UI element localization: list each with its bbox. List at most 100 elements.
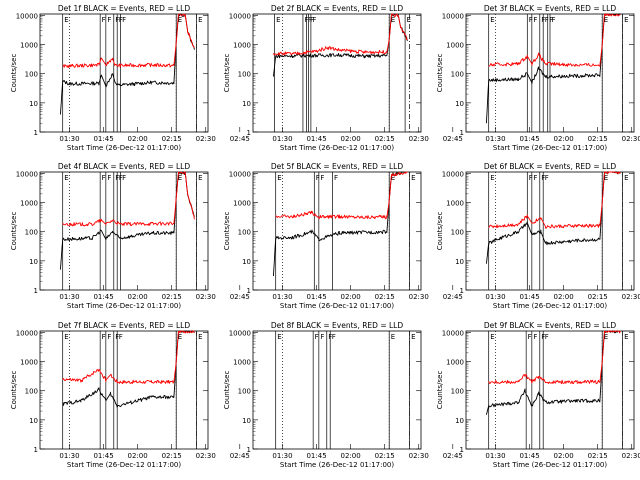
x-tick-label: 02:15 [162,452,182,460]
flag-label: F [533,333,537,341]
flag-label: E [178,333,182,341]
lld-series-line [488,171,621,229]
x-tick-label: 01:30 [272,135,292,143]
y-tick-label: 10000 [442,170,464,178]
panel-det-7: Det 7f BLACK = Events, RED = LLD11010010… [10,321,250,469]
flag-label: E [490,16,494,24]
flag-label: E [411,333,415,341]
flag-label: F [316,174,320,182]
x-tick-label: 01:30 [59,135,79,143]
flag-label: F [308,16,312,24]
flag-label: E [490,333,494,341]
flag-label: F [320,174,324,182]
flag-label: F [533,174,537,182]
x-tick-label: 01:45 [306,135,326,143]
flag-label: F [107,333,111,341]
flag-label: E [64,16,68,24]
x-tick-label: 02:00 [554,135,574,143]
x-tick-label: 01:45 [93,452,113,460]
y-tick-label: 1000 [446,42,464,50]
flag-label: F [102,333,106,341]
flag-label: E [490,174,494,182]
y-tick-label: 10000 [16,170,38,178]
plot-frame [465,171,635,291]
plot-frame [39,330,209,450]
x-tick-label: 02:15 [588,135,608,143]
x-tick-label: 02:00 [128,452,148,460]
flag-label: E [604,174,608,182]
y-tick-label: 10 [455,100,464,108]
x-tick-label: 02:30 [622,293,640,301]
y-tick-label: 10 [29,417,38,425]
x-tick-label: 01:45 [306,293,326,301]
panel-title: Det 1f BLACK = Events, RED = LLD [58,4,191,13]
x-tick-label: 01:30 [485,452,505,460]
x-tick-label: 02:45 [230,135,250,143]
plot-frame [252,330,422,450]
x-tick-label: 02:30 [196,452,216,460]
y-axis-label: Counts/sec [223,212,231,251]
panel-title: Det 9f BLACK = Events, RED = LLD [484,321,617,330]
panel-det-3: Det 3f BLACK = Events, RED = LLD 1 10 100 10… [436,4,640,152]
events-series-line [59,13,195,115]
x-tick-label: 01:30 [59,293,79,301]
flag-label: E [277,174,281,182]
plot-frame [39,13,209,133]
flag-label: E [198,16,202,24]
x-tick-label: 02:45 [443,293,463,301]
x-tick-label: 02:15 [162,135,182,143]
y-tick-label: 10 [455,417,464,425]
y-axis-label: Counts/sec [436,54,444,93]
x-tick-label: 02:45 [443,135,463,143]
x-tick-label: 02:15 [588,293,608,301]
x-axis-label: Start Time (26-Dec-12 01:17:00) [493,302,607,310]
flag-label: F [102,16,106,24]
x-axis-label: Start Time (26-Dec-12 01:17:00) [280,302,394,310]
x-tick-label: 02:15 [375,293,395,301]
x-axis-label: Start Time (26-Dec-12 01:17:00) [493,461,607,469]
y-tick-label: 1000 [446,200,464,208]
y-tick-label: 1 [247,129,251,137]
flag-label: E [276,16,280,24]
lld-series-line [272,13,408,56]
x-tick-label: 01:45 [93,135,113,143]
y-tick-label: 1 [460,287,464,295]
x-tick-label: 01:45 [519,452,539,460]
flag-label: E [604,333,608,341]
x-tick-label: 02:45 [443,452,463,460]
x-tick-label: 02:30 [409,293,429,301]
y-tick-label: 1000 [20,359,38,367]
x-tick-label: 01:30 [485,135,505,143]
x-tick-label: 01:30 [272,452,292,460]
flag-label: F [545,333,549,341]
x-tick-label: 02:15 [375,135,395,143]
panel-det-8: Det 8f BLACK = Events, RED = LLD11010010… [223,321,463,469]
events-series-line [272,13,408,77]
x-tick-label: 01:30 [59,452,79,460]
x-tick-label: 02:30 [409,452,429,460]
lld-series-line [275,171,408,220]
y-tick-label: 1 [460,446,464,454]
flag-label: E [178,174,182,182]
events-series-line [485,330,621,415]
flag-label: F [320,333,324,341]
flag-label: E [391,174,395,182]
y-axis-label: Counts/sec [223,371,231,410]
x-axis-label: Start Time (26-Dec-12 01:17:00) [280,144,394,152]
x-tick-label: 02:45 [230,293,250,301]
x-axis-label: Start Time (26-Dec-12 01:17:00) [67,461,181,469]
flag-label: F [545,16,549,24]
x-axis-label: Start Time (26-Dec-12 01:17:00) [67,302,181,310]
y-tick-label: 1000 [20,200,38,208]
y-tick-label: 1 [34,446,38,454]
flag-label: F [315,333,319,341]
flag-label: E [391,333,395,341]
flag-label: E [624,174,628,182]
flag-label: F [107,16,111,24]
lld-series-line [488,13,621,67]
x-tick-label: 01:45 [519,135,539,143]
flag-label: E [198,333,202,341]
flag-label: F [122,174,126,182]
y-tick-label: 10 [29,100,38,108]
